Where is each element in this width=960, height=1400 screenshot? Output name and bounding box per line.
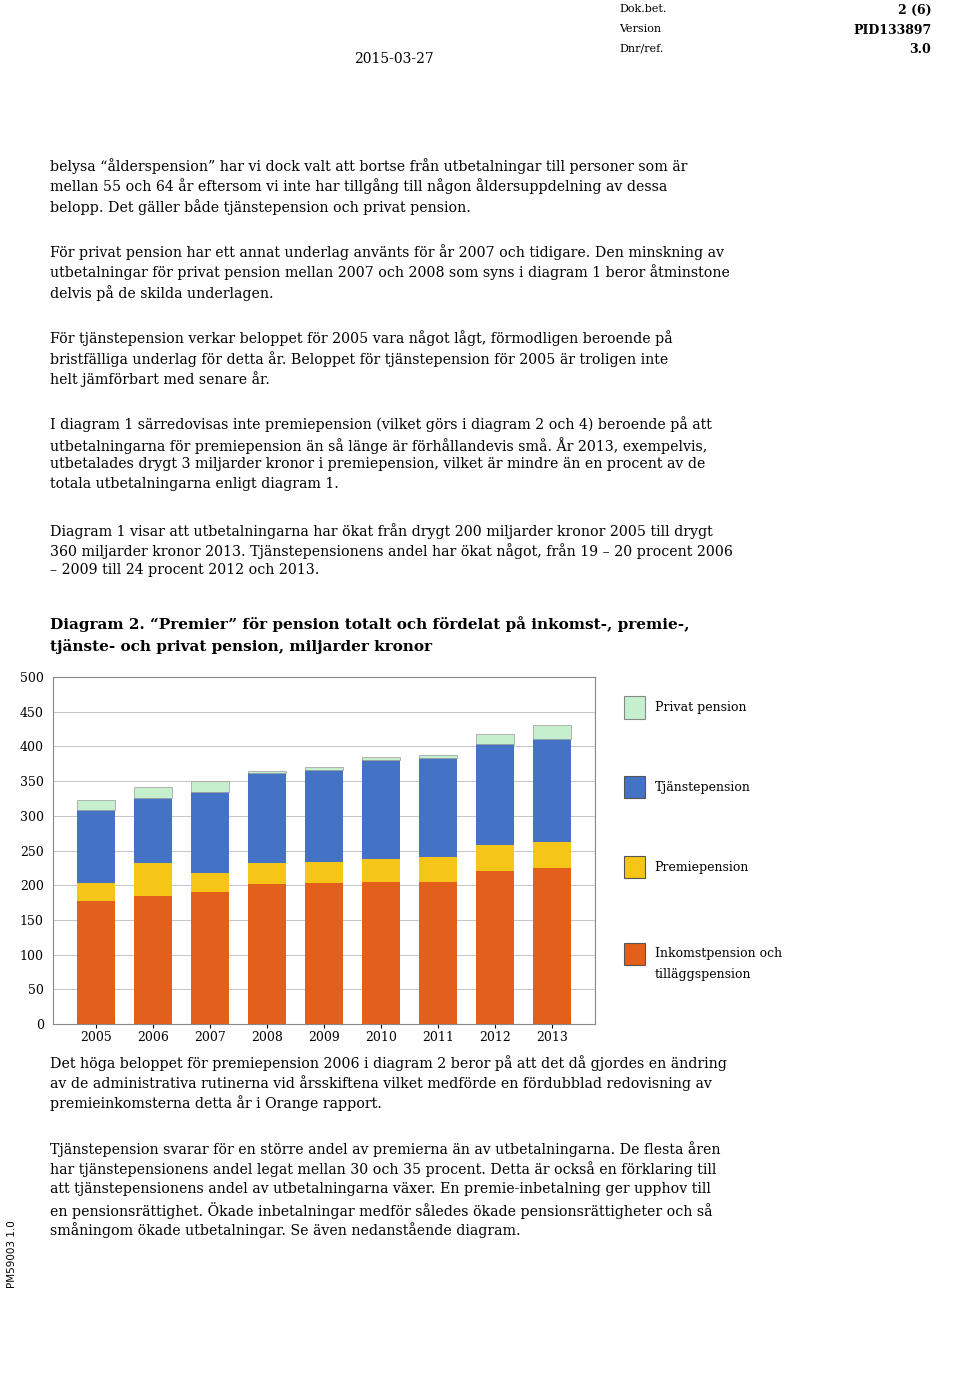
Bar <box>191 791 228 874</box>
Bar <box>305 883 343 1025</box>
Text: Version: Version <box>619 24 661 34</box>
Bar <box>134 787 172 798</box>
Text: mellan 55 och 64 år eftersom vi inte har tillgång till någon åldersuppdelning av: mellan 55 och 64 år eftersom vi inte har… <box>50 178 667 195</box>
Text: delvis på de skilda underlagen.: delvis på de skilda underlagen. <box>50 284 274 301</box>
Bar <box>534 868 570 1025</box>
Bar <box>305 767 343 770</box>
Bar <box>420 759 457 857</box>
Bar <box>134 798 172 862</box>
Text: För tjänstepension verkar beloppet för 2005 vara något lågt, förmodligen beroend: För tjänstepension verkar beloppet för 2… <box>50 330 673 346</box>
Text: belopp. Det gäller både tjänstepension och privat pension.: belopp. Det gäller både tjänstepension o… <box>50 199 470 214</box>
Bar <box>363 760 399 858</box>
Text: 2 (6): 2 (6) <box>898 4 931 17</box>
Text: att tjänstepensionens andel av utbetalningarna växer. En premie-inbetalning ger : att tjänstepensionens andel av utbetalni… <box>50 1182 710 1196</box>
Bar <box>191 874 228 892</box>
Bar <box>363 882 399 1025</box>
Bar <box>534 841 570 868</box>
Text: 3.0: 3.0 <box>909 43 931 56</box>
Bar <box>134 862 172 896</box>
Text: tilläggspension: tilläggspension <box>655 967 752 981</box>
Bar <box>476 745 514 846</box>
Bar <box>249 883 285 1025</box>
Bar <box>249 770 285 773</box>
Bar <box>305 770 343 862</box>
Text: belysa “ålderspension” har vi dock valt att bortse från utbetalningar till perso: belysa “ålderspension” har vi dock valt … <box>50 158 687 174</box>
Text: Diagram 2. “Premier” för pension totalt och fördelat på inkomst-, premie-,: Diagram 2. “Premier” för pension totalt … <box>50 616 689 631</box>
Text: en pensionsrättighet. Ökade inbetalningar medför således ökade pensionsrättighet: en pensionsrättighet. Ökade inbetalninga… <box>50 1203 712 1219</box>
Text: Inkomstpension och: Inkomstpension och <box>655 948 781 960</box>
Bar <box>78 811 114 883</box>
Text: Det höga beloppet för premiepension 2006 i diagram 2 beror på att det då gjordes: Det höga beloppet för premiepension 2006… <box>50 1056 727 1071</box>
Text: helt jämförbart med senare år.: helt jämförbart med senare år. <box>50 371 270 386</box>
Text: utbetalades drygt 3 miljarder kronor i premiepension, vilket är mindre än en pro: utbetalades drygt 3 miljarder kronor i p… <box>50 456 706 470</box>
Bar <box>420 857 457 882</box>
Text: tjänste- och privat pension, miljarder kronor: tjänste- och privat pension, miljarder k… <box>50 640 432 654</box>
Text: I diagram 1 särredovisas inte premiepension (vilket görs i diagram 2 och 4) bero: I diagram 1 särredovisas inte premiepens… <box>50 416 711 433</box>
Text: PID133897: PID133897 <box>852 24 931 36</box>
Bar <box>249 773 285 862</box>
Text: För privat pension har ett annat underlag använts för år 2007 och tidigare. Den : För privat pension har ett annat underla… <box>50 244 724 260</box>
Text: har tjänstepensionens andel legat mellan 30 och 35 procent. Detta är också en fö: har tjänstepensionens andel legat mellan… <box>50 1162 716 1177</box>
Text: Dok.bet.: Dok.bet. <box>619 4 666 14</box>
Bar <box>534 739 570 841</box>
Bar <box>191 781 228 791</box>
Bar <box>420 755 457 759</box>
Bar <box>476 734 514 745</box>
Text: utbetalningarna för premiepension än så länge är förhållandevis små. År 2013, ex: utbetalningarna för premiepension än så … <box>50 437 708 454</box>
Bar <box>78 883 114 900</box>
Bar <box>363 858 399 882</box>
Text: utbetalningar för privat pension mellan 2007 och 2008 som syns i diagram 1 beror: utbetalningar för privat pension mellan … <box>50 265 730 280</box>
Text: Diagram 1 visar att utbetalningarna har ökat från drygt 200 miljarder kronor 200: Diagram 1 visar att utbetalningarna har … <box>50 522 712 539</box>
Text: Privat pension: Privat pension <box>655 701 746 714</box>
Text: 2015-03-27: 2015-03-27 <box>353 52 434 66</box>
Bar <box>534 725 570 739</box>
Text: av de administrativa rutinerna vid årsskiftena vilket medförde en fördubblad red: av de administrativa rutinerna vid årssk… <box>50 1075 711 1091</box>
Bar <box>476 846 514 871</box>
Text: Tjänstepension svarar för en större andel av premierna än av utbetalningarna. De: Tjänstepension svarar för en större ande… <box>50 1141 720 1156</box>
Text: Dnr/ref.: Dnr/ref. <box>619 43 663 53</box>
Bar <box>420 882 457 1025</box>
Bar <box>78 900 114 1025</box>
Text: totala utbetalningarna enligt diagram 1.: totala utbetalningarna enligt diagram 1. <box>50 477 339 491</box>
Bar <box>249 862 285 883</box>
Text: PM59003 1.0: PM59003 1.0 <box>7 1221 16 1288</box>
Bar <box>305 862 343 883</box>
Bar <box>191 892 228 1025</box>
Text: – 2009 till 24 procent 2012 och 2013.: – 2009 till 24 procent 2012 och 2013. <box>50 563 320 577</box>
Bar <box>134 896 172 1025</box>
Bar <box>78 799 114 811</box>
Bar <box>363 757 399 760</box>
Text: premieinkomsterna detta år i Orange rapport.: premieinkomsterna detta år i Orange rapp… <box>50 1096 382 1112</box>
Text: Premiepension: Premiepension <box>655 861 749 874</box>
Bar <box>476 871 514 1025</box>
Text: 360 miljarder kronor 2013. Tjänstepensionens andel har ökat något, från 19 – 20 : 360 miljarder kronor 2013. Tjänstepensio… <box>50 543 732 559</box>
Text: småningom ökade utbetalningar. Se även nedanstående diagram.: småningom ökade utbetalningar. Se även n… <box>50 1222 520 1238</box>
Text: Tjänstepension: Tjänstepension <box>655 781 751 794</box>
Text: bristfälliga underlag för detta år. Beloppet för tjänstepension för 2005 är trol: bristfälliga underlag för detta år. Belo… <box>50 350 668 367</box>
